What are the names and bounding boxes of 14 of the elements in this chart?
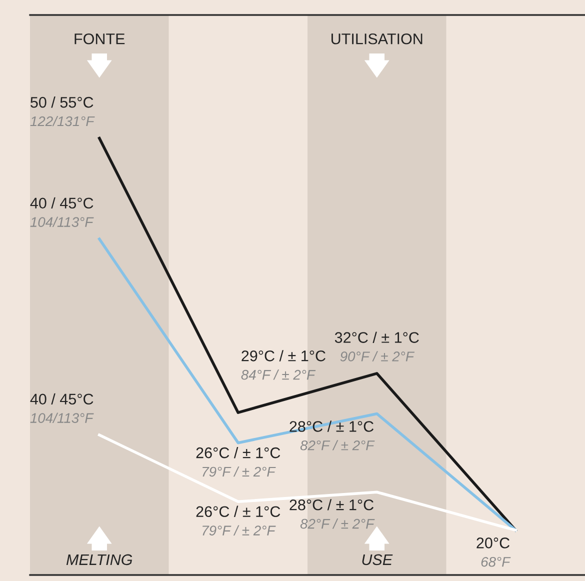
data-label: 28°C / ± 1°C 82°F / ± 2°F xyxy=(290,420,375,450)
data-label: 26°C / ± 1°C 79°F / ± 2°F xyxy=(196,447,280,477)
data-label: 40 / 45°C 104/113°F xyxy=(30,197,94,227)
data-label: 28°C / ± 1°C 82°F / ± 2°F xyxy=(290,499,375,529)
data-label: 50 / 55°C 122/131°F xyxy=(30,96,95,126)
text: MELTING xyxy=(66,554,132,566)
data-label: 29°C / ± 1°C 84°F / ± 2°F xyxy=(241,350,326,380)
data-label: 26°C / ± 1°C 79°F / ± 2°F xyxy=(196,506,280,536)
data-label: 32°C / ± 1°C 90°F / ± 2°F xyxy=(334,332,419,362)
x-tick-label: FONTE xyxy=(74,33,125,44)
data-label: 40 / 45°C 104/113°F xyxy=(30,393,94,423)
data-label: 20°C 68°F xyxy=(476,538,511,567)
text: USE xyxy=(362,554,393,566)
x-tick-label: UTILISATION xyxy=(332,33,422,44)
